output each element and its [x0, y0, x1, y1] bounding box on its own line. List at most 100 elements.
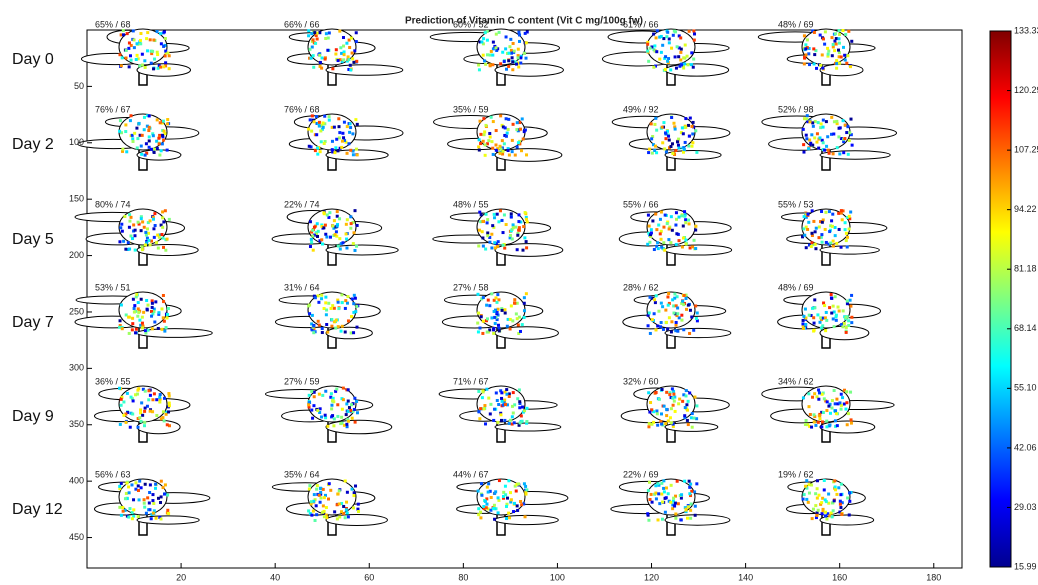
- plant-part: [132, 515, 135, 518]
- plant-part: [687, 144, 690, 147]
- plant-part: [828, 306, 831, 309]
- plant-part: [523, 302, 526, 305]
- plant-part: [351, 132, 354, 135]
- plant-part: [521, 323, 524, 326]
- plant-part: [480, 315, 483, 318]
- plant-part: [666, 327, 669, 330]
- plant-part: [688, 480, 691, 483]
- plant-part: [476, 322, 479, 325]
- plant-part: [482, 296, 485, 299]
- plant-part: [139, 408, 142, 411]
- y-tick-label: 50: [74, 81, 84, 91]
- plant-part: [820, 210, 823, 213]
- plant-part: [315, 504, 318, 507]
- plant-part: [835, 242, 838, 245]
- plant-part: [495, 149, 498, 152]
- plant-part: [805, 134, 808, 137]
- plant-part: [803, 493, 806, 496]
- plant-part: [505, 517, 508, 520]
- plant-part: [519, 421, 522, 424]
- plant-part: [688, 135, 691, 138]
- plant-part: [806, 228, 809, 231]
- panel-label: 44% / 67: [453, 469, 489, 479]
- plant-part: [691, 245, 694, 248]
- plant-part: [124, 248, 127, 251]
- plant-part: [137, 221, 140, 224]
- plant-part: [817, 236, 820, 239]
- plant-part: [120, 404, 123, 407]
- plant-part: [843, 322, 846, 325]
- plant-part: [516, 509, 519, 512]
- plant-part: [503, 142, 506, 145]
- plant-part: [477, 490, 480, 493]
- plant-part: [481, 220, 484, 223]
- plant-part: [118, 53, 121, 56]
- plant-part: [679, 36, 682, 39]
- plant-part: [499, 209, 502, 212]
- plant-part: [355, 40, 358, 43]
- plant-part: [159, 501, 162, 504]
- plant-part: [684, 218, 687, 221]
- plant-part: [695, 404, 698, 407]
- plant-part: [815, 141, 818, 144]
- plant-part: [813, 31, 816, 34]
- plant-part: [125, 150, 128, 153]
- plant-part: [495, 143, 498, 146]
- plant-part: [495, 301, 498, 304]
- plant-part: [357, 510, 360, 513]
- plant-part: [166, 122, 169, 125]
- plant-part: [484, 143, 487, 146]
- plant-part: [807, 392, 810, 395]
- plant-part: [804, 323, 807, 326]
- plant-part: [344, 307, 347, 310]
- plant-part: [335, 138, 338, 141]
- plant-part: [670, 215, 673, 218]
- plant-part: [825, 145, 828, 148]
- plant-part: [166, 52, 169, 55]
- plant-part: [841, 396, 844, 399]
- plant-part: [647, 489, 650, 492]
- plant-part: [524, 32, 527, 35]
- plant-part: [478, 327, 481, 330]
- plant-part: [666, 295, 669, 298]
- plant-part: [161, 328, 164, 331]
- plant-part: [487, 397, 490, 400]
- plant-part: [518, 406, 521, 409]
- plant-part: [156, 234, 159, 237]
- plant-part: [653, 248, 656, 251]
- x-tick-label: 100: [550, 572, 565, 582]
- plant-part: [832, 305, 835, 308]
- plant-part: [667, 419, 670, 422]
- plant-part: [648, 422, 651, 425]
- plant-part: [834, 409, 837, 412]
- y-tick-label: 350: [69, 419, 84, 429]
- plant-part: [149, 219, 152, 222]
- plant-part: [808, 314, 811, 317]
- plant-part: [486, 221, 489, 224]
- plant-part: [656, 412, 659, 415]
- plant-part: [144, 231, 147, 234]
- plant-part: [141, 220, 144, 223]
- plant-part: [821, 241, 824, 244]
- plant-part: [514, 154, 517, 157]
- plant-part: [820, 64, 863, 75]
- plant-part: [313, 120, 316, 123]
- plant-part: [144, 66, 147, 69]
- plant-part: [486, 231, 489, 234]
- plant-part: [312, 331, 315, 334]
- plant-part: [135, 293, 138, 296]
- plant-part: [517, 220, 520, 223]
- plant-part: [815, 514, 818, 517]
- plant-part: [144, 243, 147, 246]
- plant-part: [308, 145, 311, 148]
- plant-part: [832, 509, 835, 512]
- plant-part: [504, 485, 507, 488]
- plant-part: [325, 506, 328, 509]
- plant-part: [801, 322, 804, 325]
- plant-part: [660, 321, 663, 324]
- plant-part: [650, 228, 653, 231]
- plant-part: [838, 51, 841, 54]
- plant-part: [321, 56, 324, 59]
- plant-part: [160, 233, 163, 236]
- plant-part: [503, 213, 506, 216]
